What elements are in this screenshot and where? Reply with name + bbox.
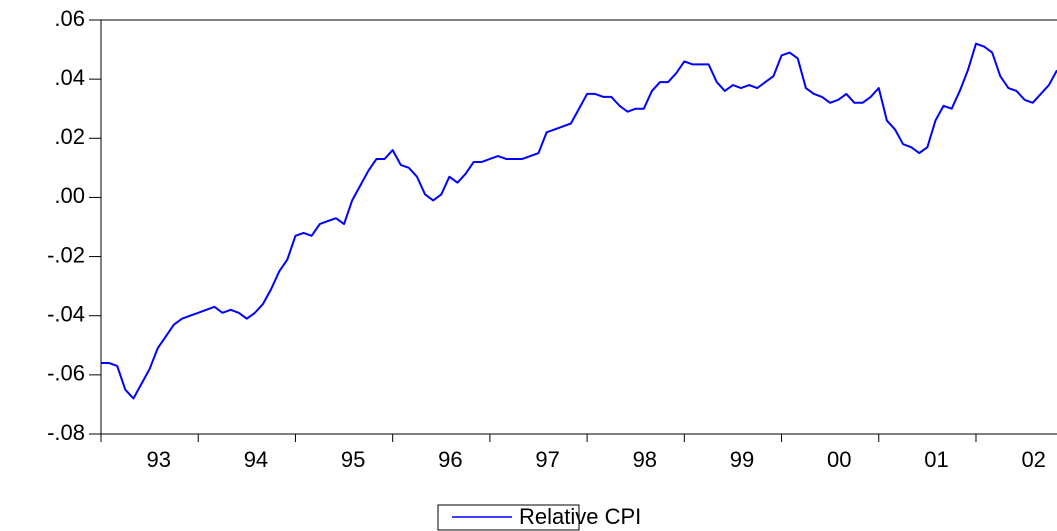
legend-label: Relative CPI (519, 504, 641, 529)
y-tick-label: -.06 (47, 361, 85, 386)
x-tick-label: 02 (1021, 447, 1045, 472)
x-tick-label: 98 (633, 447, 657, 472)
x-tick-label: 96 (438, 447, 462, 472)
x-tick-label: 93 (146, 447, 170, 472)
y-tick-label: -.08 (47, 420, 85, 445)
y-tick-label: .02 (54, 124, 85, 149)
y-tick-label: .04 (54, 65, 85, 90)
x-tick-label: 94 (244, 447, 268, 472)
y-tick-label: .00 (54, 183, 85, 208)
y-tick-label: .06 (54, 6, 85, 31)
x-tick-label: 97 (535, 447, 559, 472)
x-tick-label: 01 (924, 447, 948, 472)
x-tick-label: 95 (341, 447, 365, 472)
y-tick-label: -.02 (47, 242, 85, 267)
series-line (101, 42, 1057, 400)
x-tick-label: 99 (730, 447, 754, 472)
y-tick-label: -.04 (47, 302, 85, 327)
x-tick-label: 00 (827, 447, 851, 472)
